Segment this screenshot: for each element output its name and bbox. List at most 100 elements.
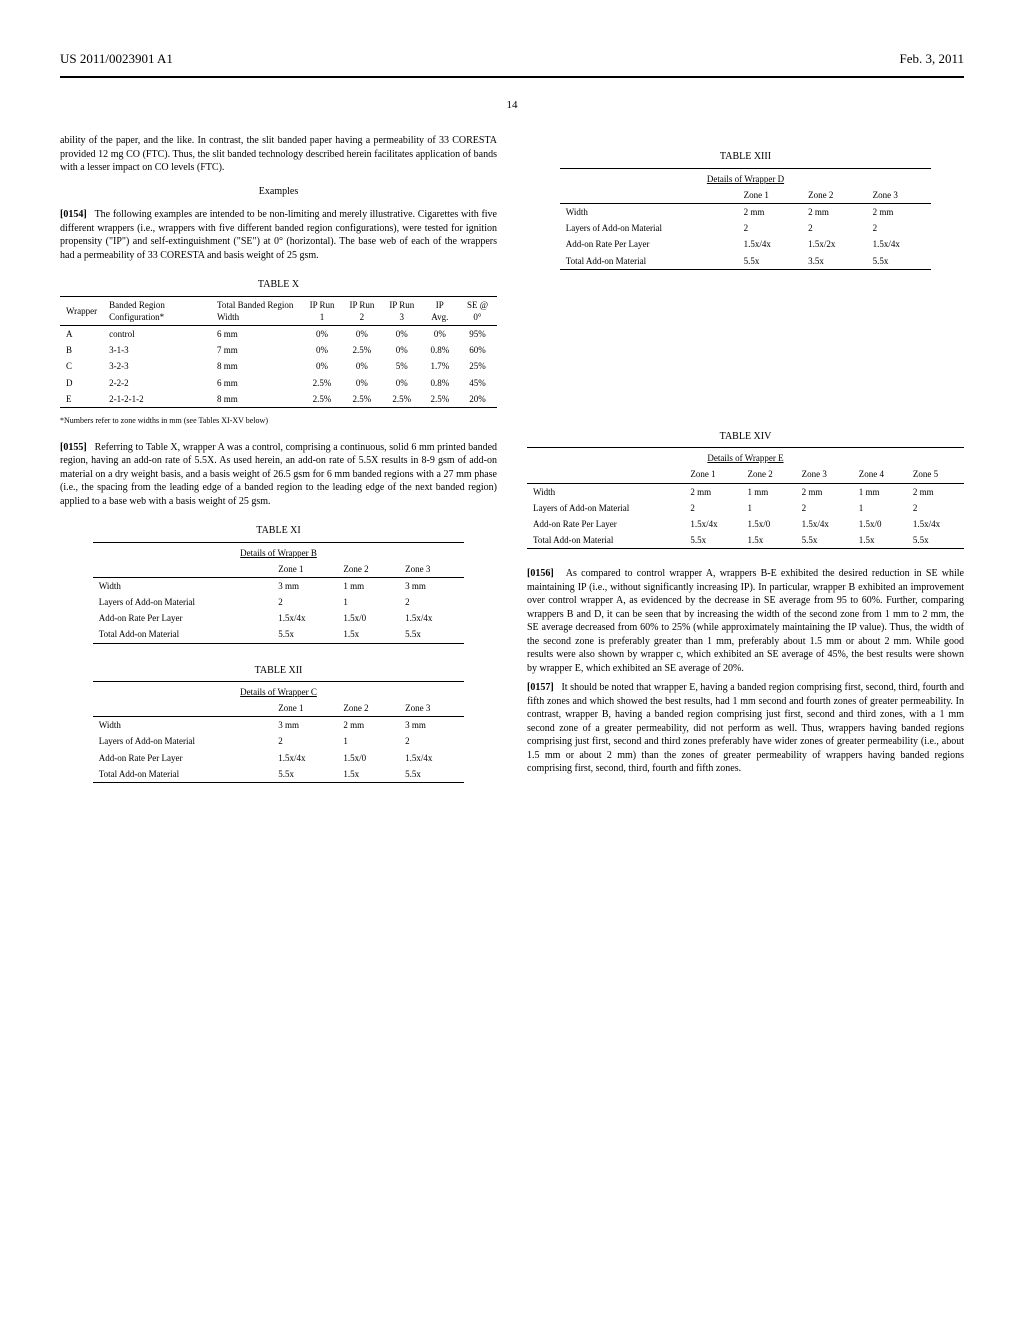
table-xi-h2: Zone 2: [337, 561, 399, 578]
table-xiii-h0: [560, 187, 738, 204]
table-xiii-h1: Zone 1: [738, 187, 803, 204]
table-cell: 5.5x: [272, 766, 337, 783]
table-cell: 3 mm: [272, 717, 337, 734]
table-cell: A: [60, 326, 103, 343]
table-cell: Add-on Rate Per Layer: [527, 516, 684, 532]
table-cell: 3-1-3: [103, 342, 211, 358]
table-cell: 5.5x: [796, 532, 853, 549]
table-cell: 0%: [342, 358, 382, 374]
table-cell: 95%: [458, 326, 497, 343]
table-cell: 2-1-2-1-2: [103, 391, 211, 408]
table-cell: 5.5x: [272, 626, 337, 643]
table-cell: 1 mm: [853, 483, 907, 500]
table-cell: 2 mm: [907, 483, 964, 500]
para-157-number: [0157]: [527, 682, 554, 693]
table-xi-h3: Zone 3: [399, 561, 464, 578]
table-cell: 1.5x/4x: [738, 236, 803, 252]
table-xiii-h3: Zone 3: [867, 187, 932, 204]
table-cell: 1 mm: [337, 577, 399, 594]
table-cell: 2.5%: [422, 391, 458, 408]
table-cell: 1.5x/4x: [907, 516, 964, 532]
table-cell: 1.5x/0: [337, 750, 399, 766]
table-x-col-2: Total Banded Region Width: [211, 296, 302, 325]
table-xii-h2: Zone 2: [337, 700, 399, 717]
table-xiii-h2: Zone 2: [802, 187, 867, 204]
table-cell: 0.8%: [422, 342, 458, 358]
table-cell: 2 mm: [796, 483, 853, 500]
table-xi: Details of Wrapper B Zone 1 Zone 2 Zone …: [93, 542, 464, 648]
table-cell: 20%: [458, 391, 497, 408]
table-cell: 0%: [302, 358, 342, 374]
table-cell: 3-2-3: [103, 358, 211, 374]
table-row: B3-1-37 mm0%2.5%0%0.8%60%: [60, 342, 497, 358]
table-cell: Total Add-on Material: [93, 626, 272, 643]
table-cell: 2: [907, 500, 964, 516]
table-xii-title: TABLE XII: [60, 664, 497, 678]
table-cell: Layers of Add-on Material: [93, 733, 272, 749]
table-cell: Layers of Add-on Material: [560, 220, 738, 236]
table-row: D2-2-26 mm2.5%0%0%0.8%45%: [60, 375, 497, 391]
table-xiv-h2: Zone 2: [741, 466, 795, 483]
vertical-spacer: [527, 274, 964, 414]
table-x-footnote: *Numbers refer to zone widths in mm (see…: [60, 416, 497, 427]
table-cell: 1: [853, 500, 907, 516]
table-cell: Layers of Add-on Material: [93, 594, 272, 610]
table-row: Add-on Rate Per Layer1.5x/4x1.5x/01.5x/4…: [93, 610, 464, 626]
table-cell: 2: [738, 220, 803, 236]
table-cell: 1.5x/4x: [867, 236, 932, 252]
table-cell: 2: [867, 220, 932, 236]
table-cell: 6 mm: [211, 326, 302, 343]
table-xiv-h1: Zone 1: [684, 466, 741, 483]
table-cell: 3.5x: [802, 253, 867, 270]
table-cell: 3 mm: [399, 717, 464, 734]
table-cell: 3 mm: [272, 577, 337, 594]
table-cell: 5.5x: [399, 766, 464, 783]
table-cell: 0%: [302, 342, 342, 358]
para-155-text: Referring to Table X, wrapper A was a co…: [60, 442, 497, 507]
table-x-col-4: IP Run 2: [342, 296, 382, 325]
table-row: Width2 mm1 mm2 mm1 mm2 mm: [527, 483, 964, 500]
para-156-number: [0156]: [527, 568, 554, 579]
table-cell: 5.5x: [399, 626, 464, 643]
table-cell: 6 mm: [211, 375, 302, 391]
table-row: E2-1-2-1-28 mm2.5%2.5%2.5%2.5%20%: [60, 391, 497, 408]
table-cell: 2-2-2: [103, 375, 211, 391]
table-cell: B: [60, 342, 103, 358]
table-x-col-3: IP Run 1: [302, 296, 342, 325]
page-header: US 2011/0023901 A1 Feb. 3, 2011: [60, 50, 964, 68]
table-row: Total Add-on Material5.5x1.5x5.5x: [93, 766, 464, 783]
table-row: Total Add-on Material5.5x3.5x5.5x: [560, 253, 931, 270]
table-cell: 2 mm: [802, 204, 867, 221]
table-cell: 1.7%: [422, 358, 458, 374]
table-xii-h1: Zone 1: [272, 700, 337, 717]
para-154-number: [0154]: [60, 209, 87, 220]
table-xiv-title: TABLE XIV: [527, 430, 964, 444]
table-xiii-title: TABLE XIII: [527, 150, 964, 164]
table-row: C3-2-38 mm0%0%5%1.7%25%: [60, 358, 497, 374]
table-cell: 2: [272, 594, 337, 610]
table-xii: Details of Wrapper C Zone 1 Zone 2 Zone …: [93, 681, 464, 787]
table-cell: 2: [802, 220, 867, 236]
two-column-layout: ability of the paper, and the like. In c…: [60, 134, 964, 786]
para-157-text: It should be noted that wrapper E, havin…: [527, 682, 964, 774]
table-cell: 1.5x/4x: [399, 750, 464, 766]
table-cell: 1.5x/4x: [272, 610, 337, 626]
patent-date: Feb. 3, 2011: [899, 50, 964, 68]
table-row: Total Add-on Material5.5x1.5x5.5x1.5x5.5…: [527, 532, 964, 549]
table-row: Acontrol6 mm0%0%0%0%95%: [60, 326, 497, 343]
table-cell: 2 mm: [684, 483, 741, 500]
table-cell: 2 mm: [738, 204, 803, 221]
table-xi-h0: [93, 561, 272, 578]
table-row: Width2 mm2 mm2 mm: [560, 204, 931, 221]
table-x-title: TABLE X: [60, 278, 497, 292]
page-number: 14: [60, 98, 964, 113]
table-xiv-h4: Zone 4: [853, 466, 907, 483]
table-cell: Layers of Add-on Material: [527, 500, 684, 516]
table-cell: control: [103, 326, 211, 343]
table-cell: 1.5x/4x: [399, 610, 464, 626]
paragraph-156: [0156] As compared to control wrapper A,…: [527, 567, 964, 675]
table-cell: 1.5x/4x: [684, 516, 741, 532]
table-cell: 2.5%: [342, 342, 382, 358]
table-row: Layers of Add-on Material212: [93, 733, 464, 749]
table-cell: Width: [93, 577, 272, 594]
